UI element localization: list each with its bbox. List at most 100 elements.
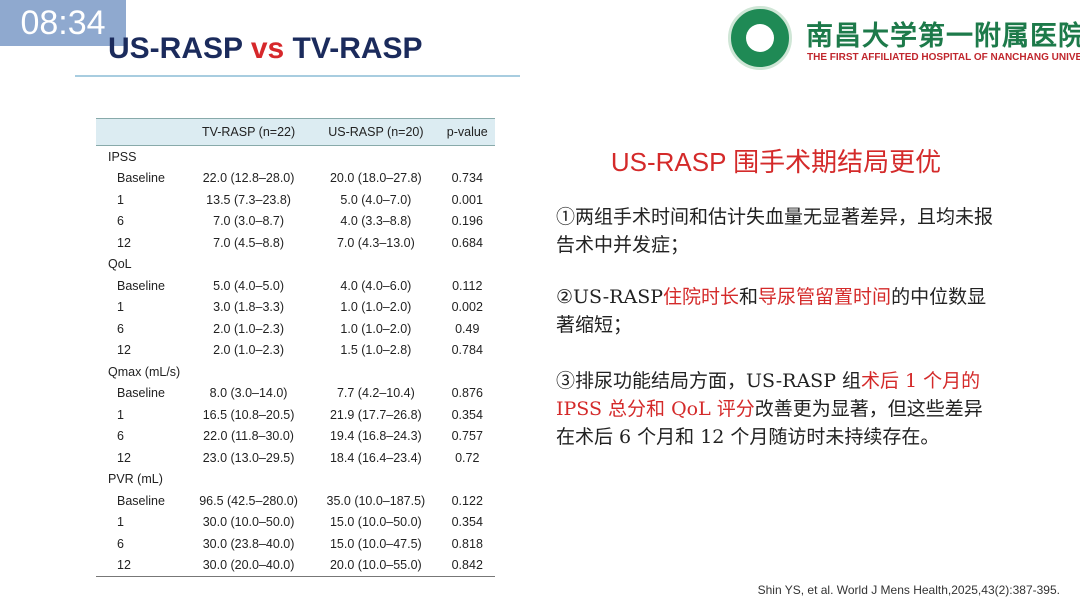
highlight: 导尿管留置时间 — [758, 286, 892, 308]
cell: 0.122 — [451, 493, 483, 508]
data-row: 6 30.0 (23.8–40.0) 15.0 (10.0–47.5) 0.818 — [96, 533, 495, 555]
header-cell — [96, 118, 185, 146]
cell: 30.0 (20.0–40.0) — [184, 554, 313, 577]
cell: 1.0 (1.0–2.0) — [340, 321, 412, 336]
cell: 22.0 (11.8–30.0) — [203, 429, 294, 444]
heading: US-RASP 围手术期结局更优 — [610, 147, 942, 177]
row-label: 1 — [117, 300, 124, 315]
group-row: QoL — [96, 254, 495, 276]
text-run: ②US-RASP — [556, 286, 664, 308]
row-label: Baseline — [117, 493, 165, 508]
cell: 7.0 (4.5–8.8) — [213, 235, 285, 250]
cell: 7.7 (4.2–10.4) — [336, 386, 415, 401]
row-label: 1 — [117, 407, 124, 422]
data-row: 6 7.0 (3.0–8.7) 4.0 (3.3–8.8) 0.196 — [96, 211, 495, 233]
cell: 3.0 (1.8–3.3) — [213, 300, 285, 315]
cell: 0.49 — [455, 321, 480, 336]
data-row: 1 3.0 (1.8–3.3) 1.0 (1.0–2.0) 0.002 — [96, 297, 495, 319]
cell: 0.112 — [452, 278, 483, 293]
text-run: 的中位数显著缩短； — [556, 286, 987, 336]
data-row: Baseline 5.0 (4.0–5.0) 4.0 (4.0–6.0) 0.112 — [96, 275, 495, 297]
row-label: 12 — [117, 235, 131, 250]
cell: 0.72 — [455, 450, 480, 465]
paragraph: ③排尿功能结局方面，US-RASP 组术后 1 个月的 IPSS 总分和 QoL… — [556, 367, 1001, 451]
paragraph: ①两组手术时间和估计失血量无显著差异，且均未报告术中并发症； — [556, 203, 1001, 259]
cell: 20.0 (10.0–55.0) — [312, 554, 440, 577]
data-row: 12 7.0 (4.5–8.8) 7.0 (4.3–13.0) 0.684 — [96, 232, 495, 254]
slide-title: US-RASP vs TV-RASP — [108, 32, 423, 66]
row-label: 12 — [117, 450, 131, 465]
cell: 15.0 (10.0–47.5) — [329, 536, 422, 551]
header-cell: US-RASP (n=20) — [312, 118, 440, 146]
cell: 0.684 — [451, 235, 483, 250]
group-label: PVR (mL) — [108, 472, 163, 487]
cell: 18.4 (16.4–23.4) — [329, 450, 422, 465]
title-part: vs — [250, 32, 285, 65]
data-row: 12 30.0 (20.0–40.0) 20.0 (10.0–55.0) 0.842 — [96, 554, 495, 577]
group-label: Qmax (mL/s) — [108, 364, 181, 379]
cell: 15.0 (10.0–50.0) — [329, 515, 422, 530]
clock: 08:34 — [0, 0, 126, 46]
group-label: IPSS — [108, 149, 137, 164]
cell: 30.0 (10.0–50.0) — [202, 515, 295, 530]
data-row: 1 30.0 (10.0–50.0) 15.0 (10.0–50.0) 0.354 — [96, 512, 495, 534]
row-label: 1 — [117, 192, 124, 207]
title-part: TV-RASP — [292, 32, 423, 65]
cell: 5.0 (4.0–7.0) — [340, 192, 412, 207]
row-label: 6 — [117, 429, 124, 444]
data-row: 12 2.0 (1.0–2.3) 1.5 (1.0–2.8) 0.784 — [96, 340, 495, 362]
row-label: 6 — [117, 321, 124, 336]
cell: 2.0 (1.0–2.3) — [213, 321, 285, 336]
cell: 2.0 (1.0–2.3) — [213, 343, 285, 358]
cell: 23.0 (13.0–29.5) — [202, 450, 295, 465]
cell: 96.5 (42.5–280.0) — [199, 493, 298, 508]
data-row: Baseline 96.5 (42.5–280.0) 35.0 (10.0–187.… — [96, 490, 495, 512]
cell: 0.354 — [451, 407, 483, 422]
header-cell: p-value — [439, 118, 495, 146]
group-row: PVR (mL) — [96, 469, 495, 491]
logo-name: 南昌大学第一附属医院 — [806, 21, 1080, 52]
cell: 8.0 (3.0–14.0) — [209, 386, 288, 401]
cell: 0.001 — [451, 192, 483, 207]
cell: 0.784 — [451, 343, 483, 358]
cell: 4.0 (4.0–6.0) — [340, 278, 412, 293]
row-label: 6 — [117, 536, 124, 551]
text-run: ③排尿功能结局方面，US-RASP 组 — [556, 370, 862, 392]
title-rule — [75, 75, 520, 77]
citation: Shin YS, et al. World J Mens Health,2025… — [757, 583, 1060, 597]
header-cell: TV-RASP (n=22) — [184, 118, 313, 146]
text-run: 和 — [739, 286, 759, 308]
cell: 0.734 — [451, 171, 483, 186]
cell: 0.002 — [451, 300, 483, 315]
cell: 7.0 (3.0–8.7) — [213, 214, 285, 229]
cell: 22.0 (12.8–28.0) — [202, 171, 295, 186]
cell: 16.5 (10.8–20.5) — [202, 407, 295, 422]
row-label: Baseline — [117, 171, 165, 186]
results-table: TV-RASP (n=22) US-RASP (n=20) p-value IPSS B… — [96, 118, 495, 577]
cell: 7.0 (4.3–13.0) — [336, 235, 415, 250]
data-row: 6 22.0 (11.8–30.0) 19.4 (16.8–24.3) 0.757 — [96, 426, 495, 448]
cell: 0.818 — [451, 536, 483, 551]
row-label: 6 — [117, 214, 124, 229]
data-row: Baseline 8.0 (3.0–14.0) 7.7 (4.2–10.4) 0.87… — [96, 383, 495, 405]
cell: 0.354 — [451, 515, 483, 530]
row-label: 1 — [117, 515, 124, 530]
logo-english: THE FIRST AFFILIATED HOSPITAL OF NANCHAN… — [807, 52, 1080, 63]
cell: 4.0 (3.3–8.8) — [340, 214, 412, 229]
cell: 0.196 — [451, 214, 483, 229]
highlight: 术后 1 个月的 IPSS 总分和 QoL 评分 — [556, 370, 981, 420]
cell: 19.4 (16.8–24.3) — [329, 429, 422, 444]
cell: 0.842 — [439, 554, 495, 577]
text-run: ①两组手术时间和估计失血量无显著差异，且均未报告术中并发症； — [556, 206, 994, 256]
title-part: US-RASP — [108, 32, 243, 65]
group-row: IPSS — [96, 146, 495, 168]
group-label: QoL — [108, 257, 132, 272]
row-label: 12 — [117, 343, 131, 358]
cell: 0.876 — [451, 386, 483, 401]
row-label: 12 — [96, 554, 185, 577]
paragraph: ②US-RASP住院时长和导尿管留置时间的中位数显著缩短； — [556, 283, 1001, 339]
logo-emblem — [728, 6, 792, 70]
row-label: Baseline — [117, 278, 165, 293]
data-row: 12 23.0 (13.0–29.5) 18.4 (16.4–23.4) 0.72 — [96, 447, 495, 469]
data-row: 1 13.5 (7.3–23.8) 5.0 (4.0–7.0) 0.001 — [96, 189, 495, 211]
